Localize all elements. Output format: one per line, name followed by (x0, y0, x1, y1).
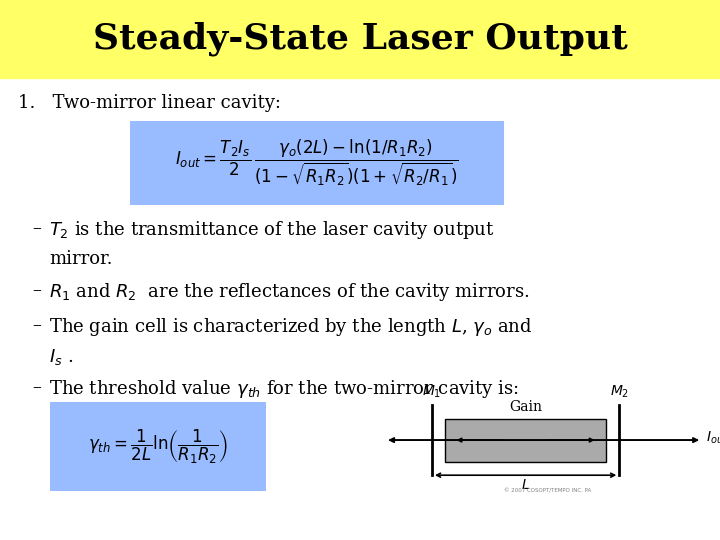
Text: $I_{out}$: $I_{out}$ (706, 429, 720, 445)
Bar (0, 0, 720, 78)
Text: Steady-State Laser Output: Steady-State Laser Output (93, 22, 627, 56)
Text: $M_1$: $M_1$ (423, 383, 441, 400)
Text: –: – (32, 378, 41, 396)
Text: $\gamma_{th} = \dfrac{1}{2L}\ln\!\left(\dfrac{1}{R_1 R_2}\right)$: $\gamma_{th} = \dfrac{1}{2L}\ln\!\left(\… (89, 428, 228, 466)
Text: mirror.: mirror. (49, 250, 112, 268)
Bar (445, 418, 606, 462)
Text: 1.   Two-mirror linear cavity:: 1. Two-mirror linear cavity: (18, 94, 281, 112)
Bar (50, 402, 266, 491)
Text: $I_{out} = \dfrac{T_2 I_s}{2}\,\dfrac{\gamma_o(2L)-\ln(1/R_1R_2)}{(1-\sqrt{R_1R_: $I_{out} = \dfrac{T_2 I_s}{2}\,\dfrac{\g… (175, 138, 459, 188)
Bar (130, 122, 504, 205)
Text: The threshold value $\gamma_{th}$ for the two-mirror cavity is:: The threshold value $\gamma_{th}$ for th… (49, 378, 519, 400)
Text: $I_s$ .: $I_s$ . (49, 347, 73, 367)
Text: $L$: $L$ (521, 478, 530, 492)
Text: –: – (32, 281, 41, 299)
Text: $M_2$: $M_2$ (610, 383, 629, 400)
Text: $T_2$ is the transmittance of the laser cavity output: $T_2$ is the transmittance of the laser … (49, 219, 495, 241)
Text: Gain: Gain (509, 400, 542, 414)
Text: The gain cell is characterized by the length $L$, $\gamma_o$ and: The gain cell is characterized by the le… (49, 316, 532, 338)
Text: –: – (32, 219, 41, 237)
Text: $R_1$ and $R_2$  are the reflectances of the cavity mirrors.: $R_1$ and $R_2$ are the reflectances of … (49, 281, 529, 303)
Text: © 2007 COSOPT/TEMPO INC. PA: © 2007 COSOPT/TEMPO INC. PA (503, 489, 591, 494)
Text: –: – (32, 316, 41, 334)
